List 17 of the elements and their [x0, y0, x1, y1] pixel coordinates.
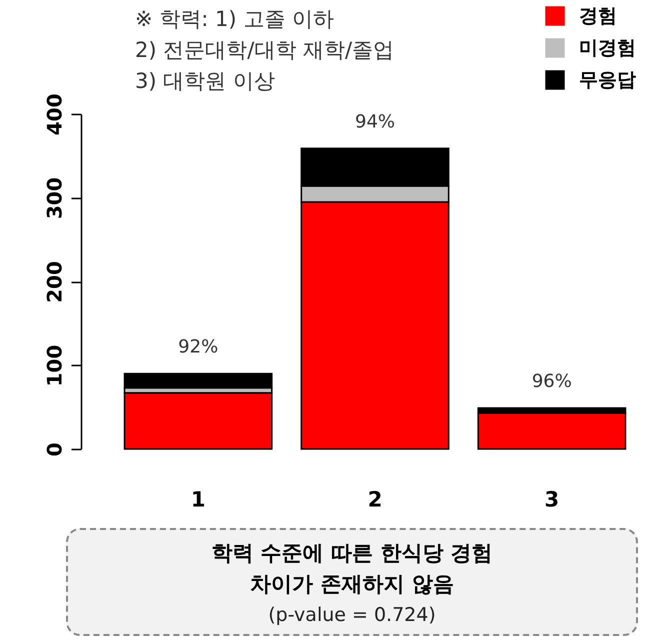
x-tick-label: 2 — [368, 488, 382, 512]
legend-label: 무응답 — [579, 69, 636, 91]
x-tick-label: 3 — [544, 488, 560, 512]
annotation: 96% — [532, 370, 572, 392]
y-tick-label: 100 — [42, 344, 66, 387]
annotation: 92% — [178, 336, 218, 358]
y-tick-label: 0 — [42, 442, 66, 456]
legend-label: 미경험 — [579, 37, 636, 59]
y-tick-label: 200 — [42, 261, 66, 303]
x-tick-label: 1 — [190, 488, 206, 512]
y-tick-label: 300 — [42, 177, 66, 220]
y-tick-label: 400 — [42, 94, 66, 136]
legend-label: 경험 — [579, 5, 617, 27]
bar — [124, 392, 273, 450]
text: ※ 학력: 1) 고졸 이하 2) 전문대학/대학 재학/졸업 3) 대학원 이상 — [135, 6, 394, 95]
callout-box: 학력 수준에 따른 한식당 경험 차이가 존재하지 않음 (p-value = 0.724) — [66, 528, 638, 636]
annotation: 94% — [354, 111, 396, 132]
